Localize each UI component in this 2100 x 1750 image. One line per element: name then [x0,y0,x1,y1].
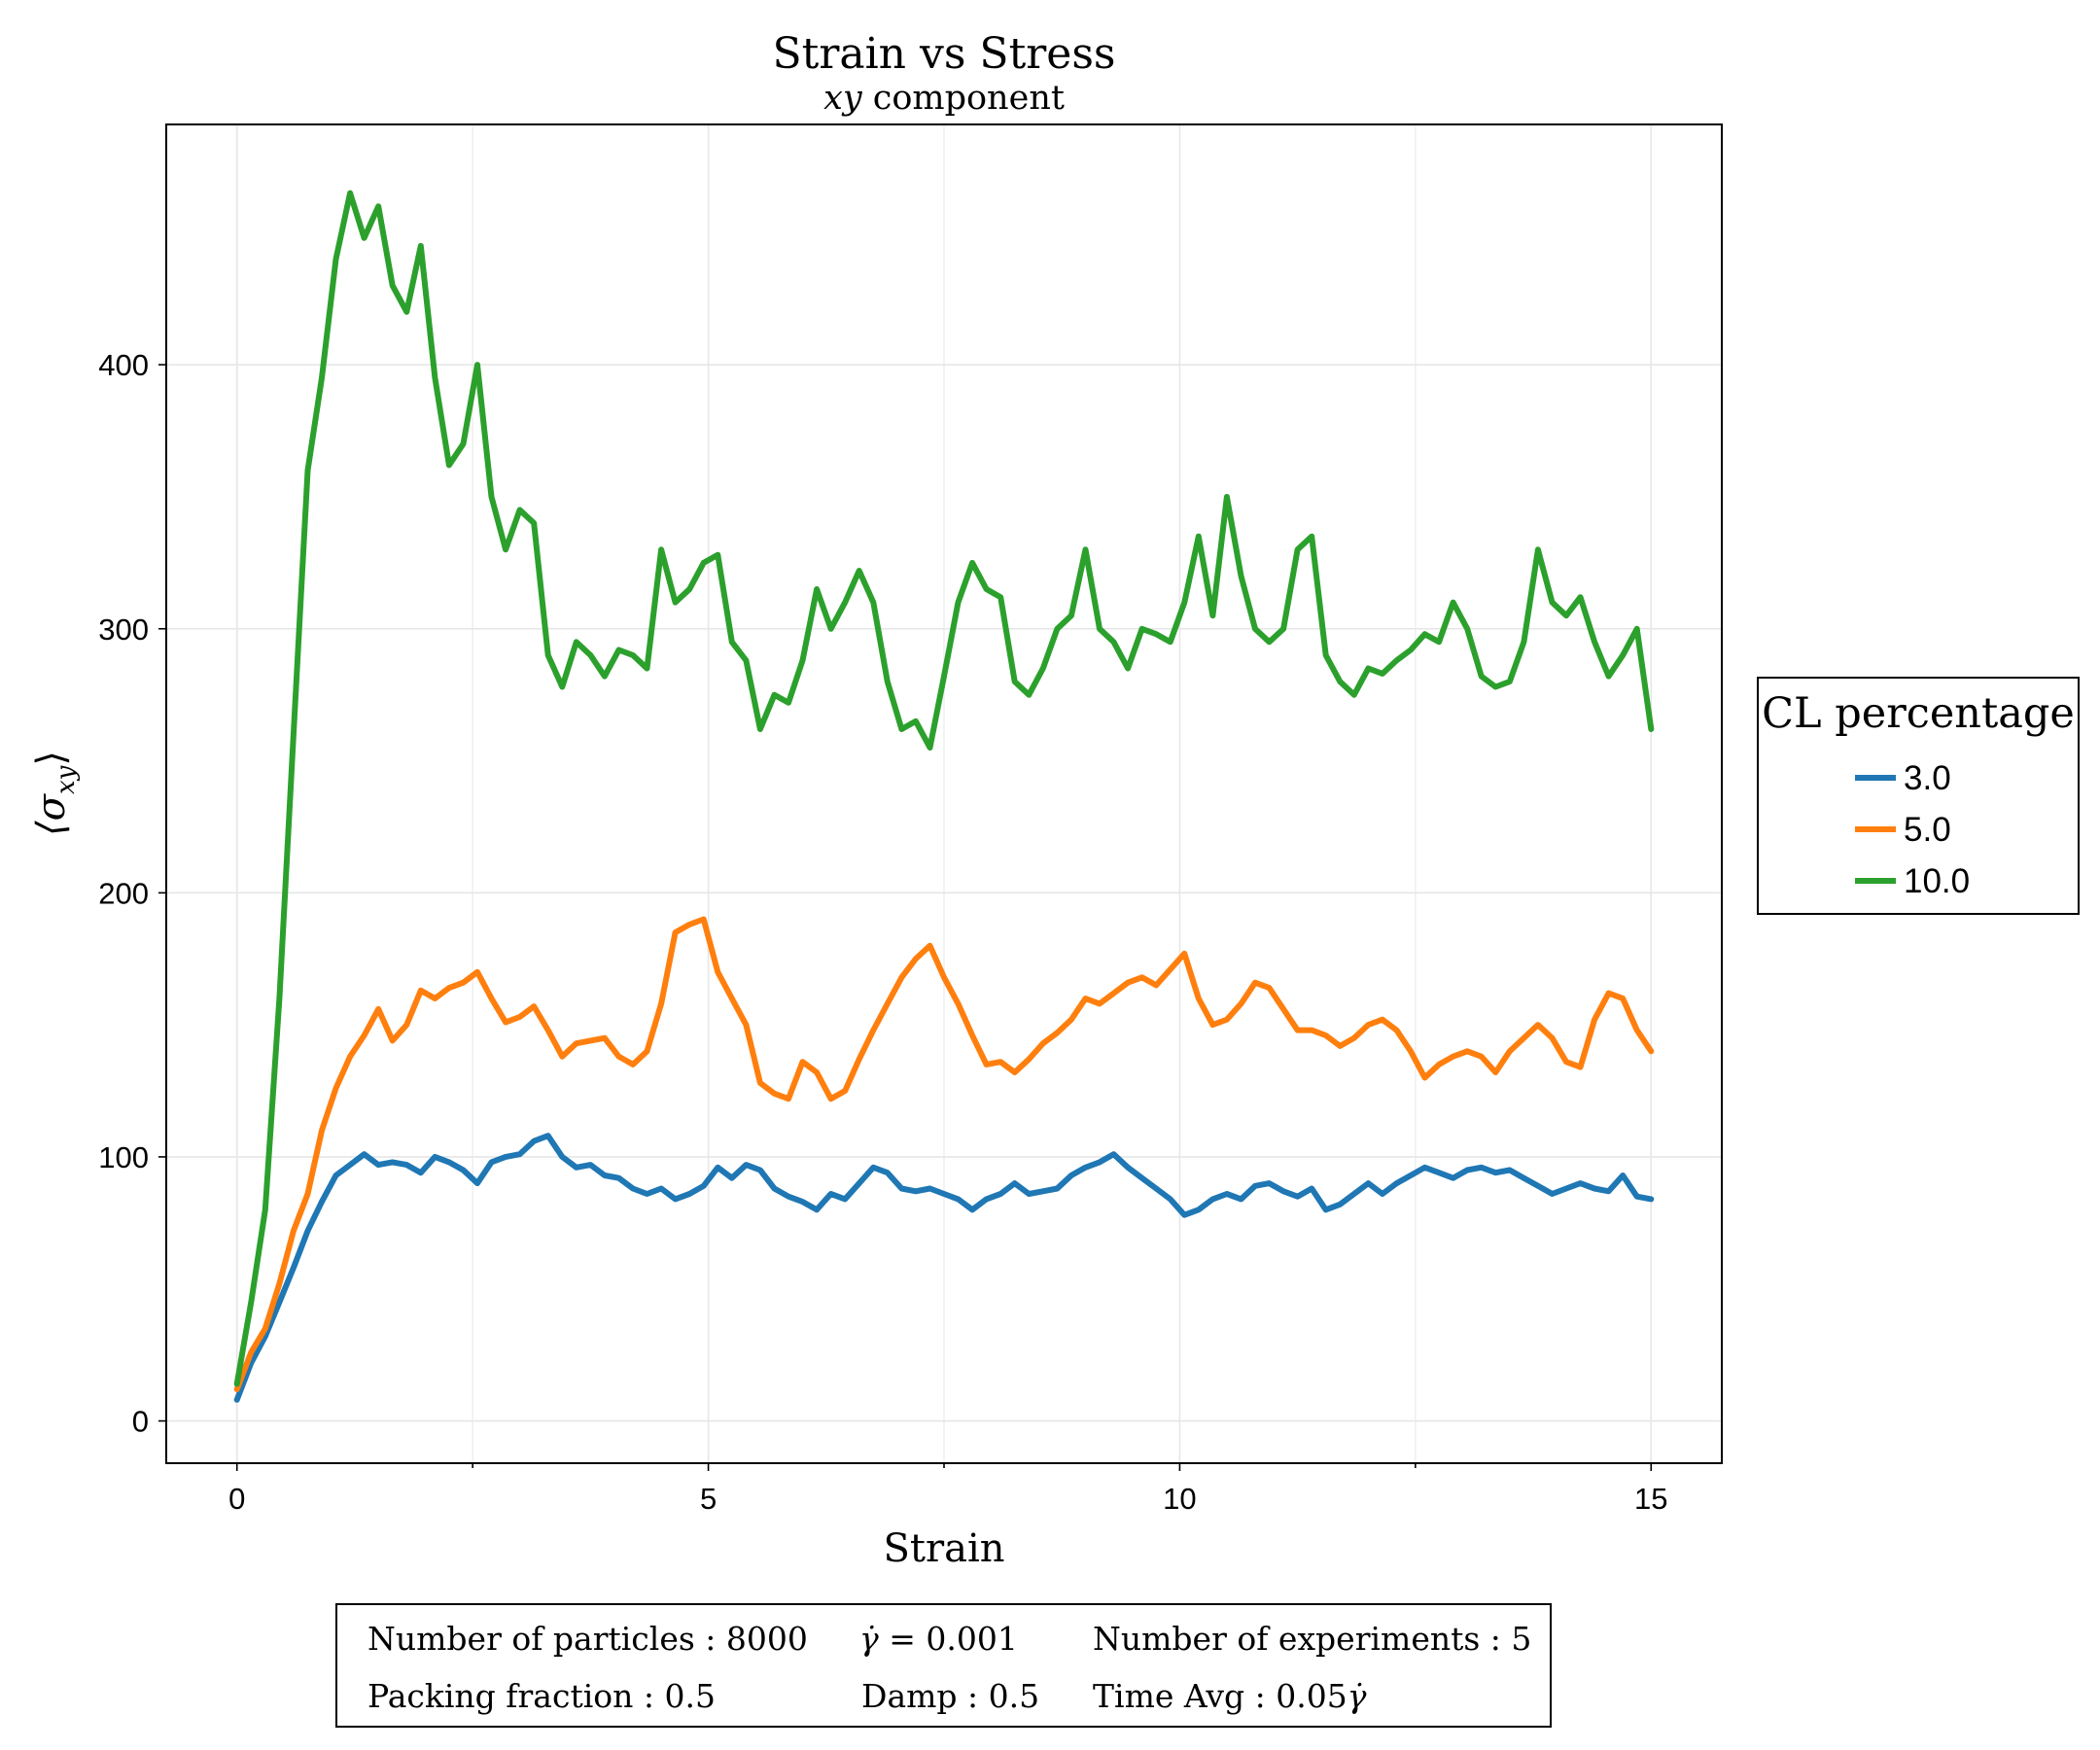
chart-title: Strain vs Stress [773,29,1116,79]
param-damp-label: Damp [861,1677,958,1715]
param-packing-label: Packing fraction [368,1677,633,1715]
y-tick-label: 100 [98,1140,149,1174]
chart-subtitle: xy component [823,79,1065,118]
y-label-sub: xy [52,765,81,794]
y-tick-label: 0 [132,1405,149,1439]
y-axis-label: ⟨σxy⟩ [29,751,81,836]
parameters-box: Number of particles : 8000 γ̇ = 0.001 Nu… [335,1603,1552,1728]
series-lines [233,190,1655,1403]
param-experiments-label: Number of experiments [1093,1620,1480,1658]
x-tick-label: 5 [700,1482,717,1516]
series-line-5-0 [233,916,1655,1392]
gamma-dot-symbol: γ̇ [859,1620,879,1658]
series-line-3-0 [233,1133,1655,1403]
subtitle-variable: xy [823,79,863,118]
param-time-avg-label: Time Avg [1093,1677,1244,1715]
legend-label-3-0: 3.0 [1904,759,1951,797]
parameters-frame [335,1603,1552,1728]
subtitle-text: component [862,79,1065,118]
param-packing-value: 0.5 [665,1677,716,1715]
x-tick-label: 10 [1163,1482,1196,1516]
y-tick-label: 300 [98,612,149,647]
y-label-close: ⟩ [29,751,74,766]
series-line-10-0 [233,190,1655,1387]
param-damp-value: 0.5 [989,1677,1039,1715]
y-label-open: ⟨σ [29,792,74,836]
x-axis-label: Strain [884,1526,1005,1571]
legend-label-5-0: 5.0 [1904,811,1951,849]
legend-box [1757,677,2080,915]
time-avg-gamma-dot: γ̇ [1348,1677,1367,1715]
param-particles: Number of particles : 8000 [368,1620,808,1658]
param-time-avg-value: 0.05 [1276,1677,1347,1715]
param-damp: Damp : 0.5 [861,1677,1039,1715]
param-shear-rate: γ̇ = 0.001 [859,1620,1018,1658]
param-experiments-value: 5 [1511,1620,1531,1658]
axis-ticks: 0 5 10 15 0 100 200 300 400 [98,348,1667,1516]
param-packing: Packing fraction : 0.5 [368,1677,716,1715]
param-particles-value: 8000 [726,1620,808,1658]
param-shear-rate-value: 0.001 [926,1620,1017,1658]
y-tick-label: 200 [98,876,149,910]
legend-items: 3.0 5.0 10.0 [1855,759,1970,900]
legend-label-10-0: 10.0 [1904,862,1970,900]
legend-title: CL percentage [1762,689,2075,738]
plot-frame [165,123,1723,1464]
param-particles-label: Number of particles [368,1620,695,1658]
param-time-avg: Time Avg : 0.05γ̇ [1093,1677,1367,1715]
legend: CL percentage 3.0 5.0 10.0 [1757,677,2080,915]
grid-lines [166,124,1722,1463]
x-tick-label: 15 [1634,1482,1667,1516]
x-tick-label: 0 [228,1482,245,1516]
param-experiments: Number of experiments : 5 [1093,1620,1531,1658]
y-tick-label: 400 [98,348,149,382]
